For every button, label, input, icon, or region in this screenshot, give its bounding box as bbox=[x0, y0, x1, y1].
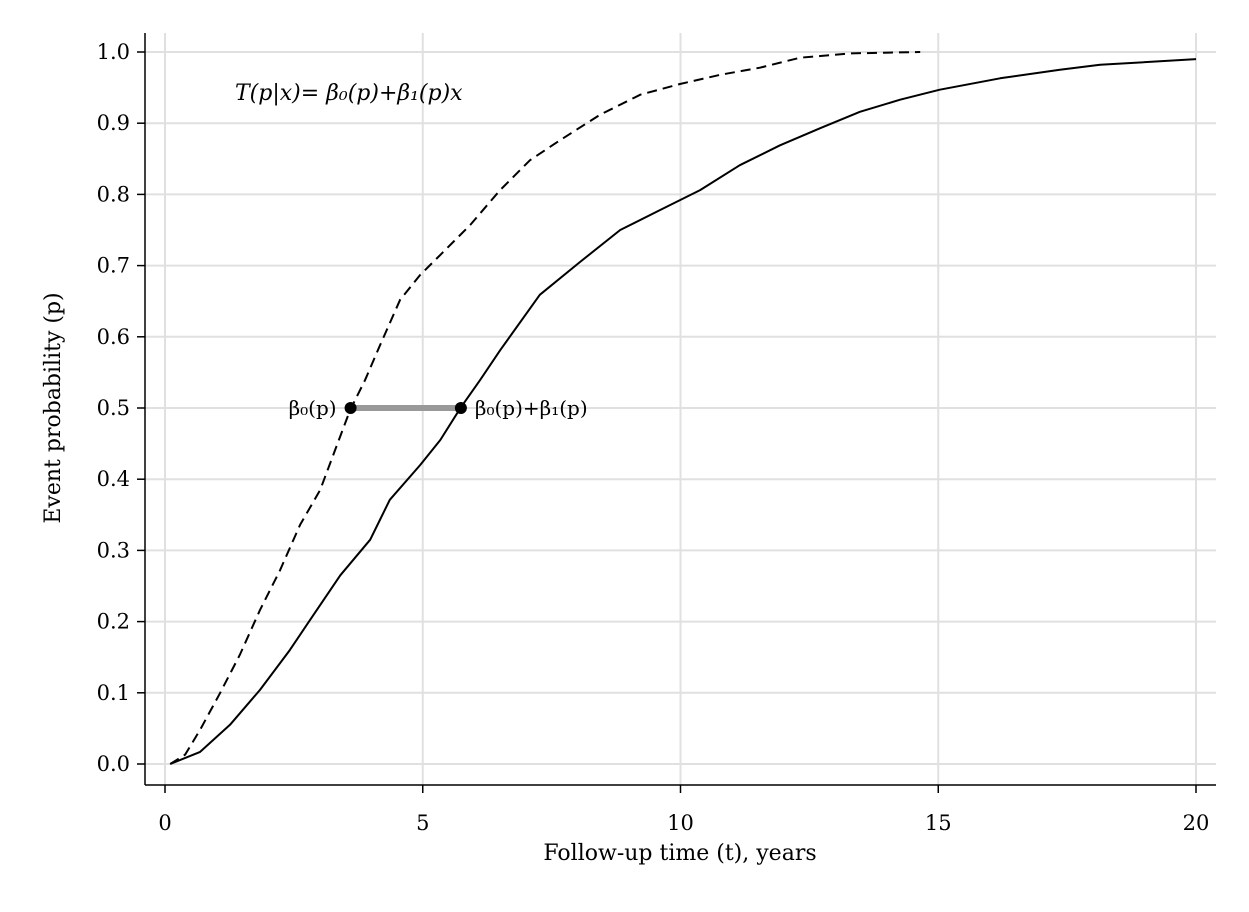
markers: β₀(p) β₀(p)+β₁(p) bbox=[289, 396, 588, 420]
y-tick-label: 0.5 bbox=[97, 396, 130, 420]
y-tick-label: 0.4 bbox=[97, 467, 130, 491]
y-axis-label: Event probability (p) bbox=[41, 292, 66, 523]
y-tick-label: 0.2 bbox=[97, 610, 130, 634]
solid-curve bbox=[169, 58, 1197, 765]
marker-point bbox=[454, 402, 467, 414]
y-tick-label: 0.8 bbox=[97, 182, 130, 206]
y-tick-label: 0.7 bbox=[97, 254, 130, 278]
series bbox=[169, 51, 1197, 765]
x-axis-label: Follow-up time (t), years bbox=[543, 841, 816, 866]
y-tick-label: 0.3 bbox=[97, 538, 130, 562]
ticks: 0.0 0.1 0.2 0.3 0.4 0.5 0.6 0.7 0.8 0.9 1.0 0 5 10 15 2… bbox=[97, 40, 1210, 835]
marker-label: β₀(p)+β₁(p) bbox=[475, 396, 588, 420]
annotation-equation: T(p|x)= β₀(p)+β₁(p)x bbox=[235, 81, 463, 106]
y-tick-label: 0.6 bbox=[97, 325, 130, 349]
y-tick-label: 0.9 bbox=[97, 111, 130, 135]
y-tick-label: 0.1 bbox=[97, 681, 130, 705]
x-tick-label: 10 bbox=[667, 811, 694, 835]
y-tick-label: 1.0 bbox=[97, 40, 130, 64]
x-tick-label: 15 bbox=[925, 811, 952, 835]
y-tick-label: 0.0 bbox=[97, 752, 130, 776]
x-tick-label: 5 bbox=[416, 811, 429, 835]
marker-point bbox=[344, 402, 357, 414]
dashed-curve bbox=[169, 51, 921, 765]
x-tick-label: 20 bbox=[1183, 811, 1210, 835]
marker-label: β₀(p) bbox=[289, 396, 337, 420]
x-tick-label: 0 bbox=[158, 811, 171, 835]
